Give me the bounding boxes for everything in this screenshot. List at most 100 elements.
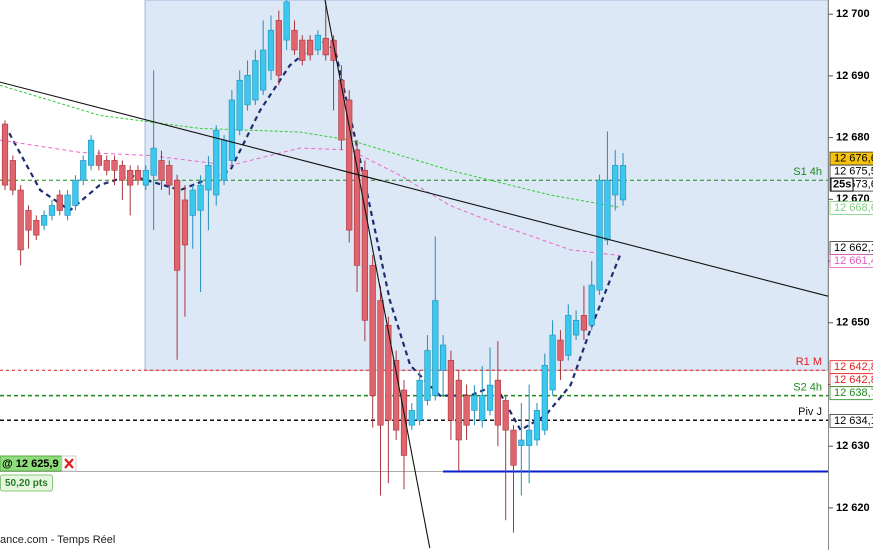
candle-body [158,160,165,181]
candle-body [604,179,611,241]
candle-body [322,37,329,56]
zone [144,0,829,371]
candle-body [549,334,556,391]
candle-body [440,344,447,371]
order-panel: @ 12 625,9 50,20 pts ance.com - Temps Ré… [0,455,115,546]
y-tick-label: 12 650 [836,317,870,329]
level-label: R1 M [796,356,822,368]
candle-body [166,165,173,186]
candle-body [533,410,541,441]
candle-body [565,315,572,356]
trendline [0,81,829,297]
candle-body [25,210,32,231]
candle-body [205,165,212,191]
candle-body [119,165,126,181]
candle-body [1,123,9,186]
candle-body [314,34,322,51]
candle-body [103,160,110,171]
candle-body [291,29,298,51]
candle-body [486,384,494,411]
candle-body [330,39,337,61]
candle-body [353,149,361,266]
candle-body [416,379,423,421]
price-tag-label: 12 661,4 [834,255,873,267]
candle-body [369,265,376,396]
price-tag-label: 12 675,5 [834,166,873,178]
candle-body [236,79,243,131]
pts-box [0,474,53,492]
candle-body [400,389,408,456]
candle-body [48,205,56,216]
price-tag-label: 12 634,1 [834,415,873,427]
level-label: Piv J [798,406,822,418]
candle-body [64,194,71,216]
candle-body [385,324,392,421]
candle-body [283,1,290,41]
candle-body [87,139,95,166]
price-tag-label: 12 662,1 [834,242,873,254]
candle-body [541,365,548,431]
candle-body [197,184,204,211]
candle-body [95,155,102,166]
candle-body [518,439,525,446]
price-tag-label: 12 638,7 [834,387,873,399]
level-label: S2 4h [793,381,822,393]
price-tag-label: 12 668,6 [834,202,873,214]
candle-body [361,170,368,321]
candle-body [17,189,24,251]
price-tag [829,386,873,401]
candle-body [33,220,40,236]
candle-body [526,429,533,446]
moving-average [0,84,620,208]
price-tag [829,201,873,215]
candle-body [612,165,619,196]
y-tick-label: 12 630 [836,440,870,452]
candle-body [220,139,228,181]
candle-body [510,429,517,466]
timer-label: 25s [833,179,851,191]
y-tick-label: 12 620 [836,502,870,514]
candle-body [252,60,259,101]
candle-body [494,379,501,426]
candle-body [432,300,439,396]
candle-body [299,39,306,61]
price-tag [829,413,873,428]
close-icon [64,458,74,469]
candle-body [479,395,486,421]
price-tag-label: 12 676,6 [834,153,873,165]
candle-body [447,360,455,421]
candle-body [393,360,400,431]
candle-body [463,395,470,426]
candle-body [408,410,415,426]
y-tick-label: 12 680 [836,132,870,144]
candle-body [471,395,478,411]
candle-body [502,400,509,431]
candle-body [150,147,157,176]
candle-body [244,74,251,106]
candle-body [72,179,79,206]
trendline [324,0,431,549]
candle-body [424,350,431,401]
candle-body [174,179,181,271]
candle-body [56,194,63,211]
candle-body [134,170,142,181]
candle-body [580,315,588,331]
candle-body [377,300,384,426]
candle-body [111,160,118,171]
candle-body [267,29,275,71]
level-label: S1 4h [793,166,822,178]
candle-body [142,170,149,186]
candle-body [557,339,564,361]
candle-body [307,39,314,56]
order-price: @ 12 625,9 [2,458,59,470]
timer-box [830,177,854,192]
candle-body [127,170,134,186]
price-tag-label: 12 642,8 [834,374,873,386]
candle-body [455,379,462,441]
candle-body [596,179,603,291]
y-tick-label: 12 690 [836,70,870,82]
candle-body [346,99,353,231]
candle-body [80,160,87,181]
